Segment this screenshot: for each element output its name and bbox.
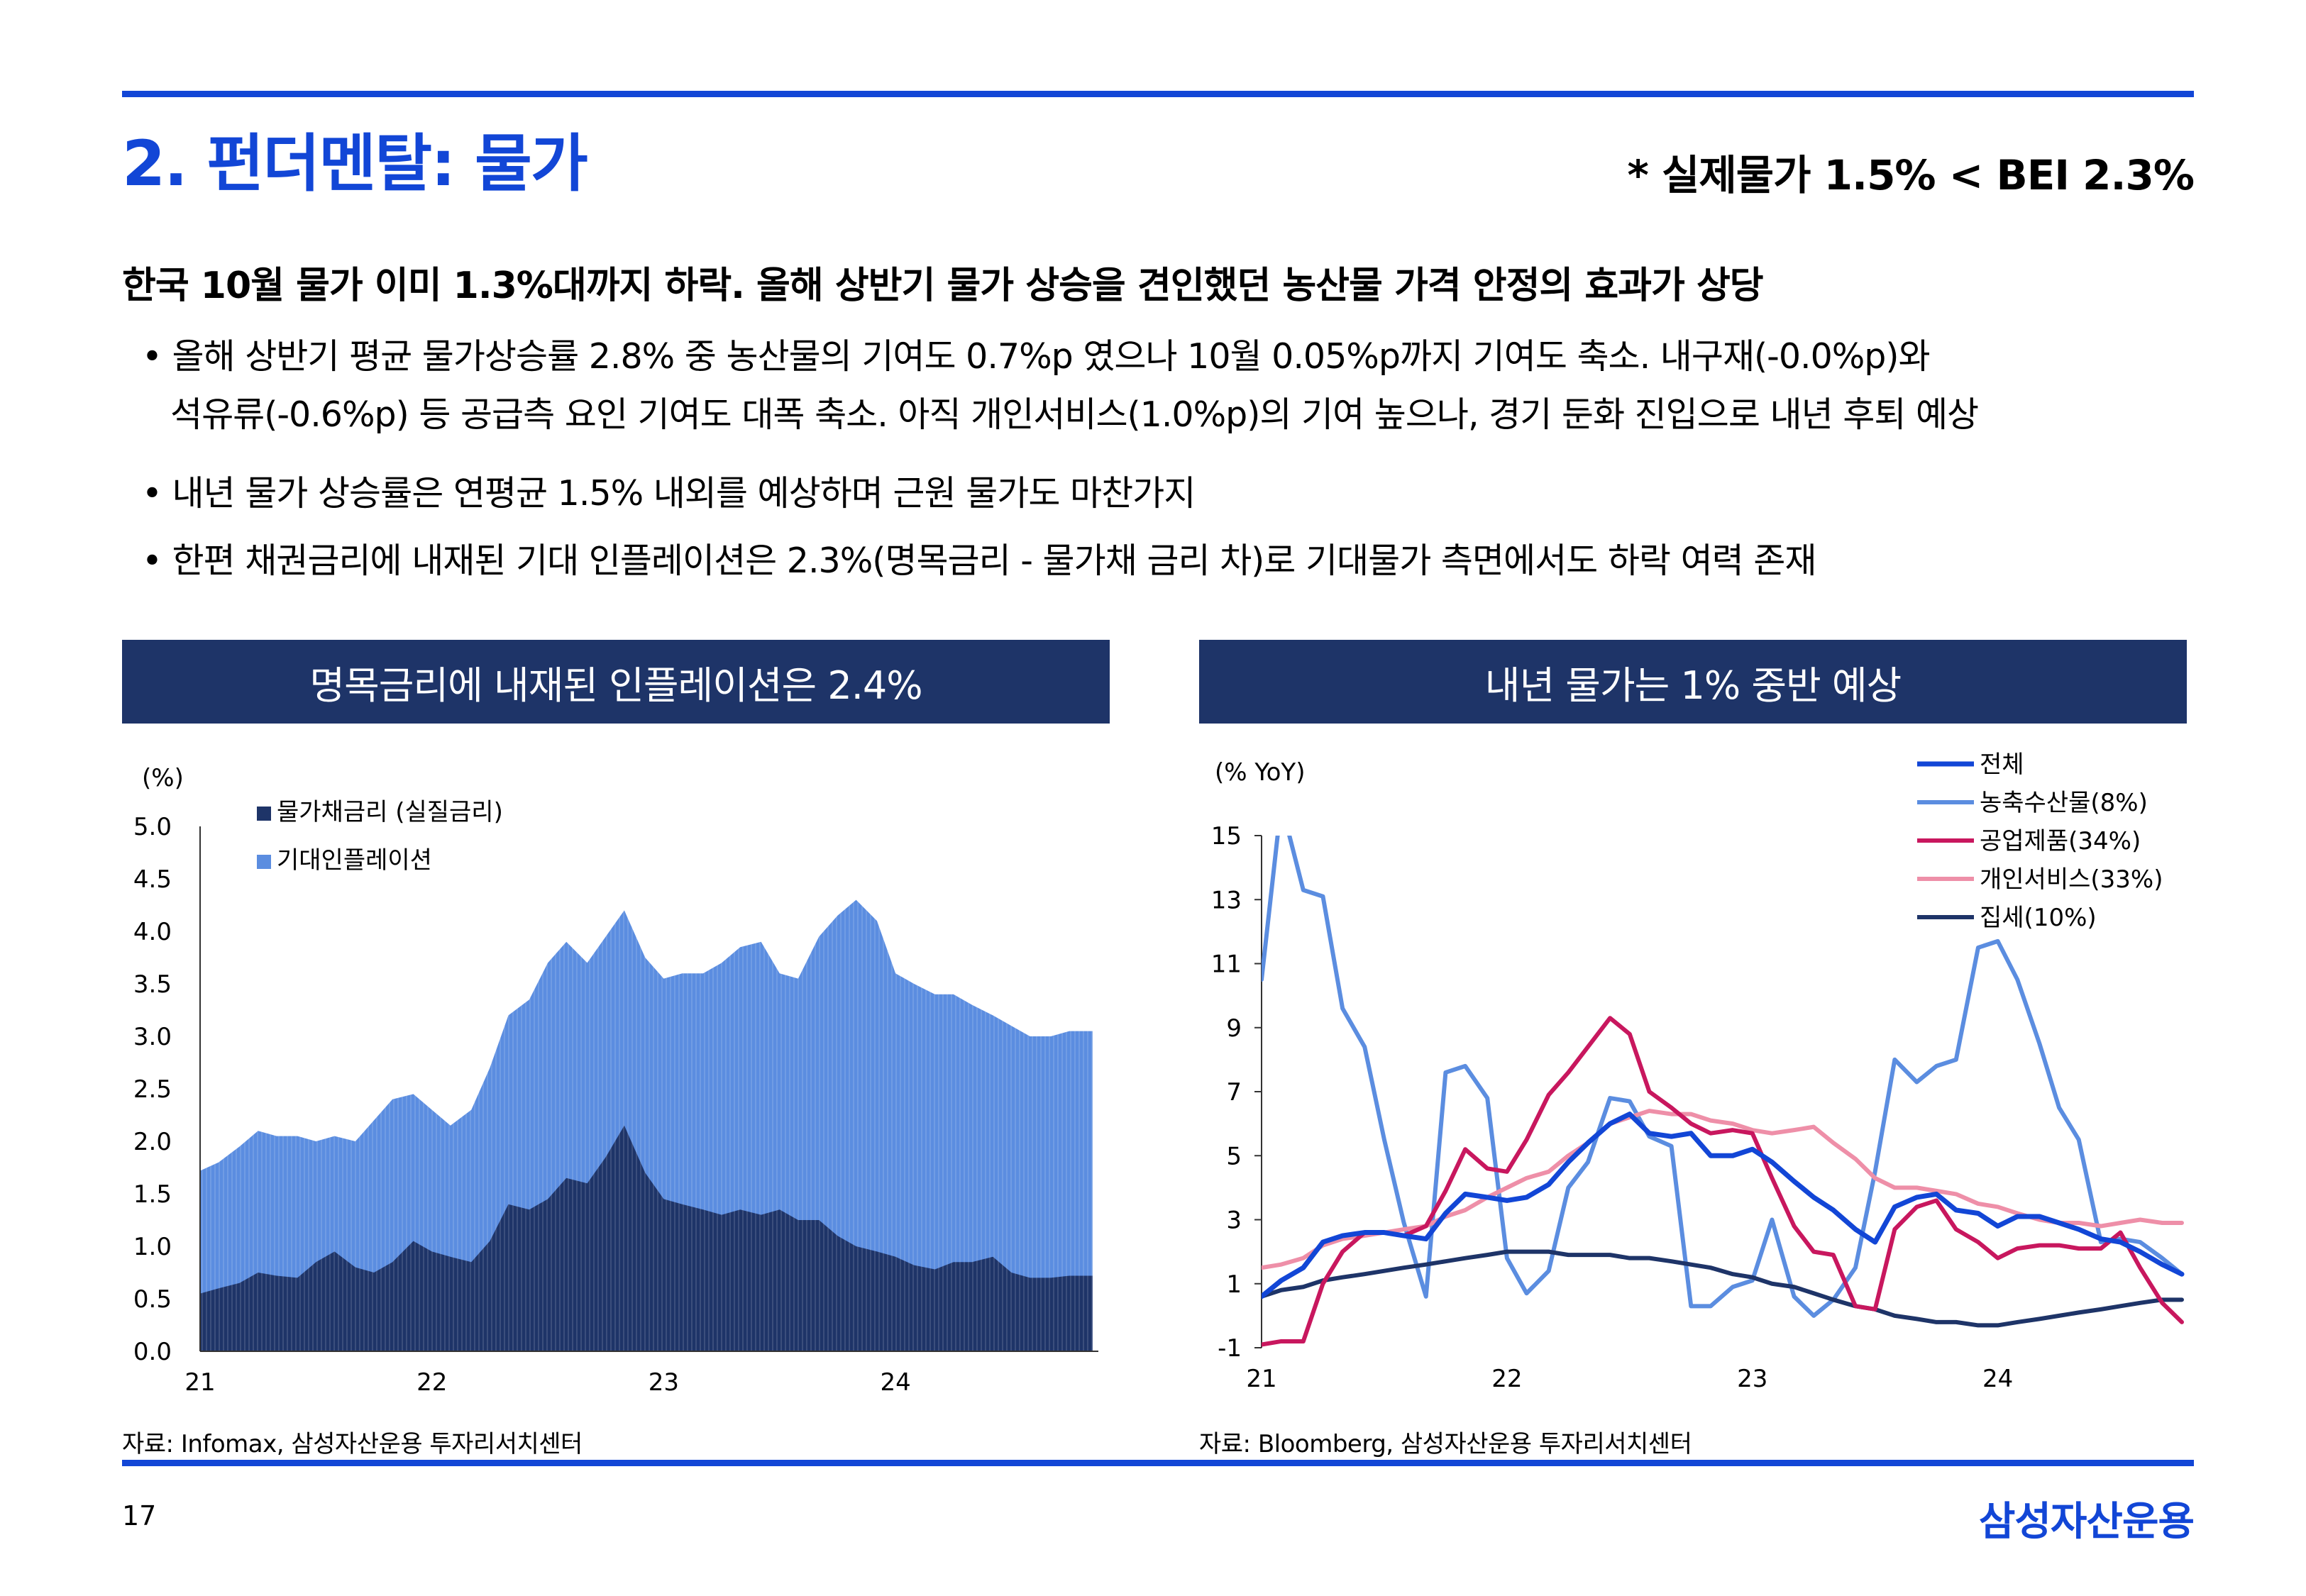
series-line-0 — [1262, 1112, 2185, 1299]
bullet-2: • 내년 물가 상승률은 연평균 1.5% 내외를 예상하며 근원 물가도 마찬… — [142, 473, 1196, 514]
right-unit-label: (% YoY) — [1215, 758, 1305, 787]
right-source: 자료: Bloomberg, 삼성자산운용 투자리서치센터 — [1199, 1430, 1692, 1458]
left-panel-title: 명목금리에 내재된 인플레이션은 2.4% — [309, 663, 922, 708]
header-note: * 실제물가 1.5% < BEI 2.3% — [1627, 151, 2195, 199]
legend-real-rate: 물가채금리 (실질금리) — [277, 798, 503, 826]
left-x-tick-label: 23 — [649, 1368, 679, 1397]
right-x-tick-label: 23 — [1737, 1365, 1767, 1393]
left-y-tick-label: 0.0 — [133, 1338, 172, 1366]
right-y-tick-label: 5 — [1226, 1142, 1242, 1170]
right-y-tick-label: 9 — [1226, 1014, 1242, 1043]
legend-bei-swatch — [257, 855, 271, 869]
legend-label-2: 공업제품(34%) — [1980, 827, 2141, 855]
left-y-tick-label: 4.0 — [133, 918, 172, 946]
left-y-tick-label: 0.5 — [133, 1285, 172, 1314]
bullet-1-line-2: 석유류(-0.6%p) 등 공급측 요인 기여도 대폭 축소. 아직 개인서비스… — [170, 394, 1979, 435]
right-x-tick-label: 22 — [1491, 1365, 1522, 1393]
legend-label-0: 전체 — [1980, 750, 2024, 779]
right-y-tick-label: 3 — [1226, 1207, 1242, 1235]
page-title: 2. 펀더멘탈: 물가 — [122, 127, 588, 200]
top-rule — [122, 91, 2194, 97]
right-y-tick-label: 15 — [1211, 822, 1242, 850]
left-y-tick-label: 4.5 — [133, 865, 172, 894]
left-y-tick-label: 2.5 — [133, 1075, 172, 1104]
left-y-tick-label: 1.5 — [133, 1180, 172, 1209]
page-number: 17 — [122, 1500, 157, 1531]
right-y-tick-label: 1 — [1226, 1270, 1242, 1299]
logo: 삼성자산운용 — [1978, 1499, 2195, 1545]
legend-label-4: 집세(10%) — [1980, 904, 2097, 932]
headline: 한국 10월 물가 이미 1.3%대까지 하락. 올해 상반기 물가 상승을 견… — [122, 265, 1764, 307]
legend-label-1: 농축수산물(8%) — [1980, 789, 2148, 817]
bullet-1: • 올해 상반기 평균 물가상승률 2.8% 중 농산물의 기여도 0.7%p … — [142, 328, 2185, 444]
bottom-rule — [122, 1460, 2194, 1466]
left-y-tick-label: 3.0 — [133, 1023, 172, 1051]
bullet-3: • 한편 채권금리에 내재된 기대 인플레이션은 2.3%(명목금리 - 물가채… — [142, 541, 1816, 581]
series-line-4 — [1262, 1249, 2184, 1328]
series-line-2 — [1262, 1016, 2184, 1347]
bei-stacked-area-chart: (%) 0.0 0.5 1.0 1.5 2.0 2.5 3.0 3.5 4.0 4.5 5.0 21… — [133, 764, 1098, 1397]
left-y-tick-label: 5.0 — [133, 813, 172, 841]
left-x-tick-label: 22 — [416, 1368, 447, 1397]
left-x-tick-label: 21 — [184, 1368, 215, 1397]
bullet-1-line-1: • 올해 상반기 평균 물가상승률 2.8% 중 농산물의 기여도 0.7%p … — [142, 336, 1931, 377]
right-x-tick-label: 21 — [1246, 1365, 1276, 1393]
left-y-tick-label: 3.5 — [133, 970, 172, 999]
right-y-tick-label: 11 — [1211, 951, 1242, 979]
right-panel-title: 내년 물가는 1% 중반 예상 — [1484, 663, 1902, 708]
left-x-tick-label: 24 — [880, 1368, 910, 1397]
left-source: 자료: Infomax, 삼성자산운용 투자리서치센터 — [122, 1430, 583, 1458]
legend-label-3: 개인서비스(33%) — [1980, 865, 2163, 894]
right-x-tick-label: 24 — [1982, 1365, 2013, 1393]
left-panel-header: 명목금리에 내재된 인플레이션은 2.4% — [122, 640, 1110, 724]
right-y-tick-label: 13 — [1211, 886, 1242, 914]
series-line-1 — [1262, 836, 2184, 1318]
left-y-tick-label: 2.0 — [133, 1128, 172, 1156]
bei-area — [200, 899, 1093, 1351]
real-rate-area — [200, 1125, 1093, 1351]
right-y-tick-label: 7 — [1226, 1078, 1242, 1107]
legend-bei: 기대인플레이션 — [277, 846, 432, 875]
legend-real-rate-swatch — [257, 807, 271, 821]
left-unit-label: (%) — [142, 764, 184, 792]
left-y-tick-label: 1.0 — [133, 1233, 172, 1261]
right-panel-header: 내년 물가는 1% 중반 예상 — [1199, 640, 2187, 724]
right-y-tick-label: -1 — [1218, 1334, 1242, 1363]
